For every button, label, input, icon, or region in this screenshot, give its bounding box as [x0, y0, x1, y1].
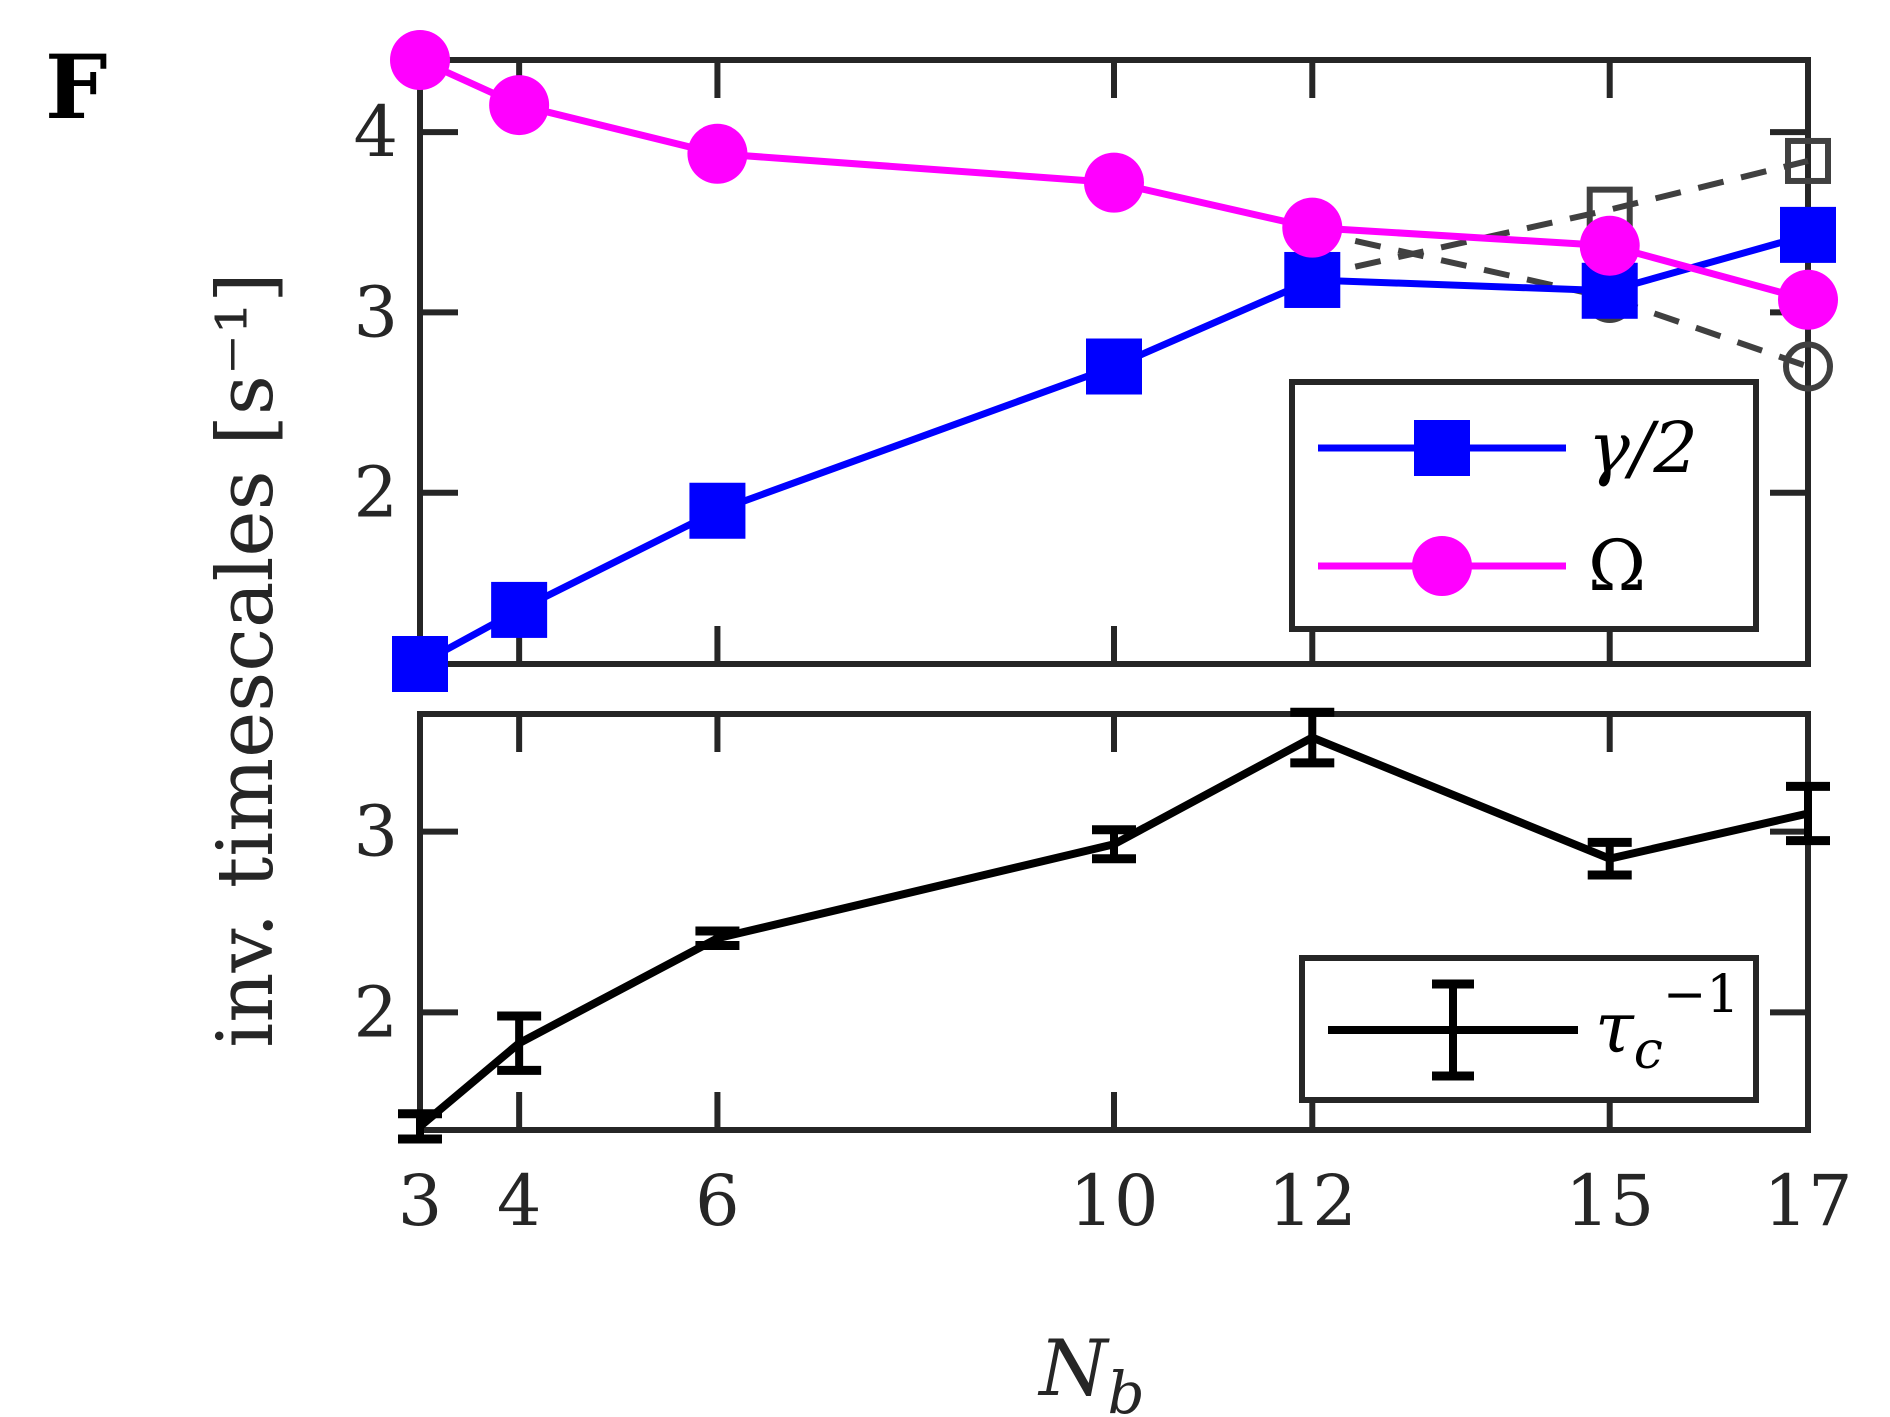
- bottom-ytick-label-3: 3: [353, 791, 398, 873]
- top-legend-marker-1: [1412, 536, 1472, 596]
- top-series-2: [1289, 137, 1831, 300]
- top-series-3-line: [1311, 228, 1809, 370]
- top-series-1-point-10: [1084, 152, 1144, 213]
- top-legend: γ/2 Ω: [1289, 379, 1759, 632]
- bottom-axes-frame: [417, 711, 1811, 1133]
- top-series-0-point-12: [1284, 251, 1341, 308]
- bottom-xtick-label-6: 6: [695, 1160, 740, 1242]
- top-panel: 2 3 4 γ/2 Ω: [353, 30, 1838, 692]
- top-ytick-label-3: 3: [353, 271, 398, 353]
- bottom-errorbar-15: [1587, 837, 1632, 880]
- top-series-0-point-3: [392, 636, 448, 692]
- top-series-1-point-12: [1282, 197, 1343, 258]
- top-legend-box: [1289, 379, 1759, 632]
- bottom-errorbar-4: [497, 1011, 542, 1075]
- bottom-xtick-label-3: 3: [398, 1160, 443, 1242]
- bottom-legend-label: τc−1: [1595, 965, 1740, 1081]
- x-axis-title: Nb: [1037, 1324, 1144, 1417]
- top-series-2-point-17: [1785, 137, 1831, 184]
- top-series-1-point-15: [1579, 215, 1640, 276]
- top-series-3: [1287, 206, 1833, 392]
- top-axes: 2 3 4: [353, 57, 1811, 667]
- top-series-0-point-4: [491, 581, 548, 638]
- bottom-series-0: [398, 707, 1830, 1144]
- top-series-3-point-17: [1783, 341, 1833, 392]
- bottom-legend: τc−1: [1299, 955, 1759, 1103]
- x-axis-title-sub: b: [1108, 1359, 1145, 1417]
- x-axis-title-main: N: [1037, 1324, 1110, 1414]
- bottom-legend-label-sub: c: [1634, 1021, 1663, 1081]
- panel-label: F: [45, 35, 107, 139]
- bottom-errorbar-6: [695, 926, 740, 951]
- bottom-xtick-label-17: 17: [1763, 1160, 1852, 1242]
- top-series-0-point-17: [1780, 206, 1836, 263]
- bottom-xtick-label-10: 10: [1069, 1160, 1158, 1242]
- top-series-1-point-17: [1778, 269, 1838, 330]
- top-series-0-point-6: [689, 482, 746, 539]
- bottom-data: [398, 707, 1830, 1144]
- top-series-1-point-6: [687, 123, 748, 184]
- top-legend-label-1: Ω: [1588, 525, 1646, 607]
- bottom-ytick-label-2: 2: [353, 971, 398, 1053]
- top-axes-frame: [417, 57, 1811, 667]
- top-series-1: [390, 30, 1838, 330]
- top-series-1-point-4: [489, 75, 550, 136]
- top-legend-marker-0: [1414, 420, 1470, 476]
- bottom-xtick-label-12: 12: [1268, 1160, 1357, 1242]
- bottom-legend-label-main: τ: [1595, 987, 1635, 1069]
- top-series-0-point-10: [1086, 338, 1142, 395]
- bottom-errorbar-12: [1290, 707, 1335, 768]
- top-series-0: [392, 206, 1836, 692]
- bottom-xtick-label-4: 4: [497, 1160, 542, 1242]
- bottom-legend-label-sup: −1: [1663, 965, 1740, 1025]
- top-legend-label-0: γ/2: [1588, 407, 1698, 489]
- top-ytick-label-2: 2: [353, 452, 398, 534]
- bottom-xtick-label-15: 15: [1565, 1160, 1654, 1242]
- bottom-errorbar-10: [1092, 825, 1136, 864]
- top-series-1-point-3: [390, 30, 450, 90]
- top-data: [390, 30, 1838, 692]
- bottom-errorbar-3: [398, 1109, 442, 1144]
- top-ytick-label-4: 4: [353, 91, 398, 173]
- y-axis-title: inv. timescales [s⁻¹]: [201, 272, 291, 1047]
- bottom-errorbar-17: [1786, 781, 1830, 846]
